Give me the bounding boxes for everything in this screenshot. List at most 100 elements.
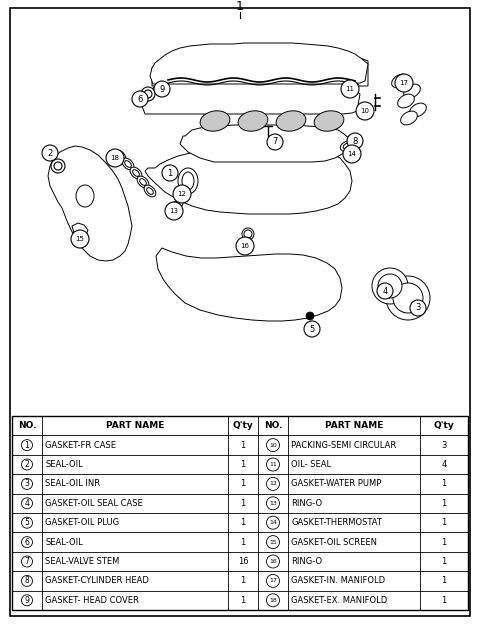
Text: 8: 8 <box>352 136 358 145</box>
Polygon shape <box>152 48 368 86</box>
Circle shape <box>154 81 170 97</box>
Text: 13: 13 <box>269 501 277 506</box>
Polygon shape <box>142 73 360 114</box>
Circle shape <box>266 594 279 607</box>
Text: 11: 11 <box>346 86 355 92</box>
Circle shape <box>393 283 423 313</box>
Ellipse shape <box>117 153 123 160</box>
Text: SEAL-OIL INR: SEAL-OIL INR <box>45 480 100 488</box>
Circle shape <box>372 268 408 304</box>
Text: 18: 18 <box>269 598 277 603</box>
Ellipse shape <box>114 150 126 162</box>
Polygon shape <box>145 147 352 214</box>
Ellipse shape <box>122 158 134 170</box>
Text: 4: 4 <box>24 499 29 508</box>
Text: 2: 2 <box>24 460 29 469</box>
Text: 12: 12 <box>269 481 277 486</box>
Circle shape <box>42 145 58 161</box>
Text: GASKET-THERMOSTAT: GASKET-THERMOSTAT <box>291 518 382 527</box>
Text: 16: 16 <box>238 557 248 566</box>
Text: 10: 10 <box>269 443 277 448</box>
Polygon shape <box>48 146 132 261</box>
Text: 1: 1 <box>442 577 446 585</box>
Polygon shape <box>156 248 342 321</box>
Circle shape <box>173 185 191 203</box>
Text: 4: 4 <box>442 460 446 469</box>
Text: 2: 2 <box>48 148 53 158</box>
Circle shape <box>54 162 62 170</box>
Circle shape <box>304 321 320 337</box>
Text: 1: 1 <box>442 538 446 546</box>
Text: 3: 3 <box>24 480 29 488</box>
Text: 17: 17 <box>399 80 408 86</box>
Text: 16: 16 <box>269 559 277 564</box>
Text: GASKET-IN. MANIFOLD: GASKET-IN. MANIFOLD <box>291 577 385 585</box>
Text: 1: 1 <box>240 499 246 508</box>
Ellipse shape <box>238 111 268 131</box>
Ellipse shape <box>132 170 139 177</box>
Text: 1: 1 <box>240 577 246 585</box>
Text: 1: 1 <box>442 557 446 566</box>
Text: SEAL-VALVE STEM: SEAL-VALVE STEM <box>45 557 120 566</box>
Text: GASKET-CYLINDER HEAD: GASKET-CYLINDER HEAD <box>45 577 149 585</box>
Text: 1: 1 <box>240 460 246 469</box>
Circle shape <box>236 237 254 255</box>
Text: 6: 6 <box>137 95 143 103</box>
Text: 5: 5 <box>24 518 29 527</box>
Text: GASKET-OIL SEAL CASE: GASKET-OIL SEAL CASE <box>45 499 143 508</box>
Circle shape <box>144 90 152 98</box>
Text: 14: 14 <box>348 151 357 157</box>
Text: SEAL-OIL: SEAL-OIL <box>45 460 83 469</box>
Circle shape <box>306 312 314 320</box>
Ellipse shape <box>125 161 132 167</box>
Text: 7: 7 <box>24 557 29 566</box>
Circle shape <box>242 228 254 240</box>
Text: 1: 1 <box>168 168 173 178</box>
Circle shape <box>343 145 361 163</box>
Circle shape <box>266 555 279 568</box>
Ellipse shape <box>130 167 142 179</box>
Text: PACKING-SEMI CIRCULAR: PACKING-SEMI CIRCULAR <box>291 441 396 449</box>
Circle shape <box>22 517 33 528</box>
Ellipse shape <box>340 141 356 151</box>
Circle shape <box>51 159 65 173</box>
Bar <box>12 416 468 610</box>
Circle shape <box>386 276 430 320</box>
Text: GASKET-FR CASE: GASKET-FR CASE <box>45 441 116 449</box>
Text: 12: 12 <box>178 191 186 197</box>
Text: 1: 1 <box>442 480 446 488</box>
Ellipse shape <box>409 103 426 117</box>
Text: 1: 1 <box>442 518 446 527</box>
Ellipse shape <box>147 188 153 194</box>
Text: PART NAME: PART NAME <box>106 421 164 430</box>
Text: 6: 6 <box>24 538 29 546</box>
Ellipse shape <box>276 111 306 131</box>
Polygon shape <box>72 223 88 237</box>
Text: SEAL-OIL: SEAL-OIL <box>45 538 83 546</box>
Text: 1: 1 <box>442 596 446 605</box>
Text: 15: 15 <box>269 540 277 545</box>
Circle shape <box>132 91 148 107</box>
Circle shape <box>22 439 33 451</box>
Text: 16: 16 <box>240 243 250 249</box>
Text: 11: 11 <box>269 462 277 467</box>
Circle shape <box>266 458 279 471</box>
Text: 1: 1 <box>24 441 29 449</box>
Text: 1: 1 <box>240 538 246 546</box>
Text: 9: 9 <box>159 85 165 93</box>
Circle shape <box>244 230 252 238</box>
Circle shape <box>377 283 393 299</box>
Ellipse shape <box>178 168 198 194</box>
Polygon shape <box>180 125 350 162</box>
Circle shape <box>22 536 33 548</box>
Circle shape <box>395 74 413 92</box>
Text: Q'ty: Q'ty <box>233 421 253 430</box>
Circle shape <box>266 575 279 587</box>
Circle shape <box>378 274 402 298</box>
Circle shape <box>410 300 426 316</box>
Text: RING-O: RING-O <box>291 557 322 566</box>
Circle shape <box>266 439 279 451</box>
Ellipse shape <box>343 143 353 149</box>
Text: Q'ty: Q'ty <box>433 421 455 430</box>
Text: 17: 17 <box>269 578 277 583</box>
